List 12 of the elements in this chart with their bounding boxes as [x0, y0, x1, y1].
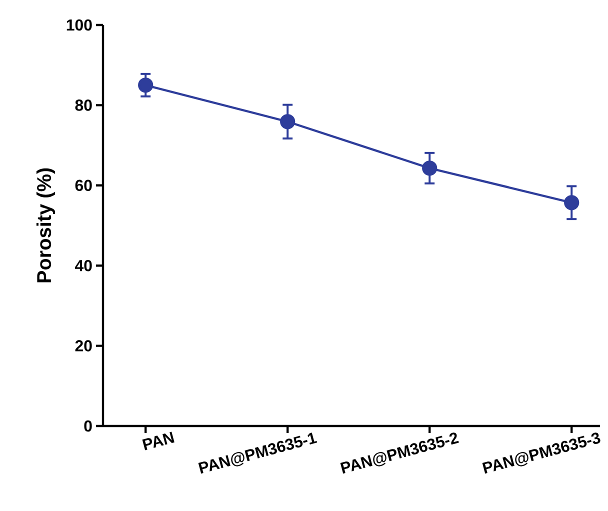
point	[422, 160, 438, 176]
point	[138, 78, 154, 93]
y-tick-label: 40	[74, 260, 92, 272]
point	[280, 114, 296, 130]
y-axis-title: Porosity (%)	[36, 168, 56, 282]
y-tick-label: 80	[75, 100, 92, 111]
y-tick-label: 20	[75, 340, 92, 352]
y-tick-label: 0	[84, 420, 92, 432]
y-tick-label: 60	[75, 180, 92, 192]
x-tick-label: PAN	[142, 432, 174, 450]
y-tick-label: 100	[66, 19, 92, 31]
point	[564, 195, 580, 210]
